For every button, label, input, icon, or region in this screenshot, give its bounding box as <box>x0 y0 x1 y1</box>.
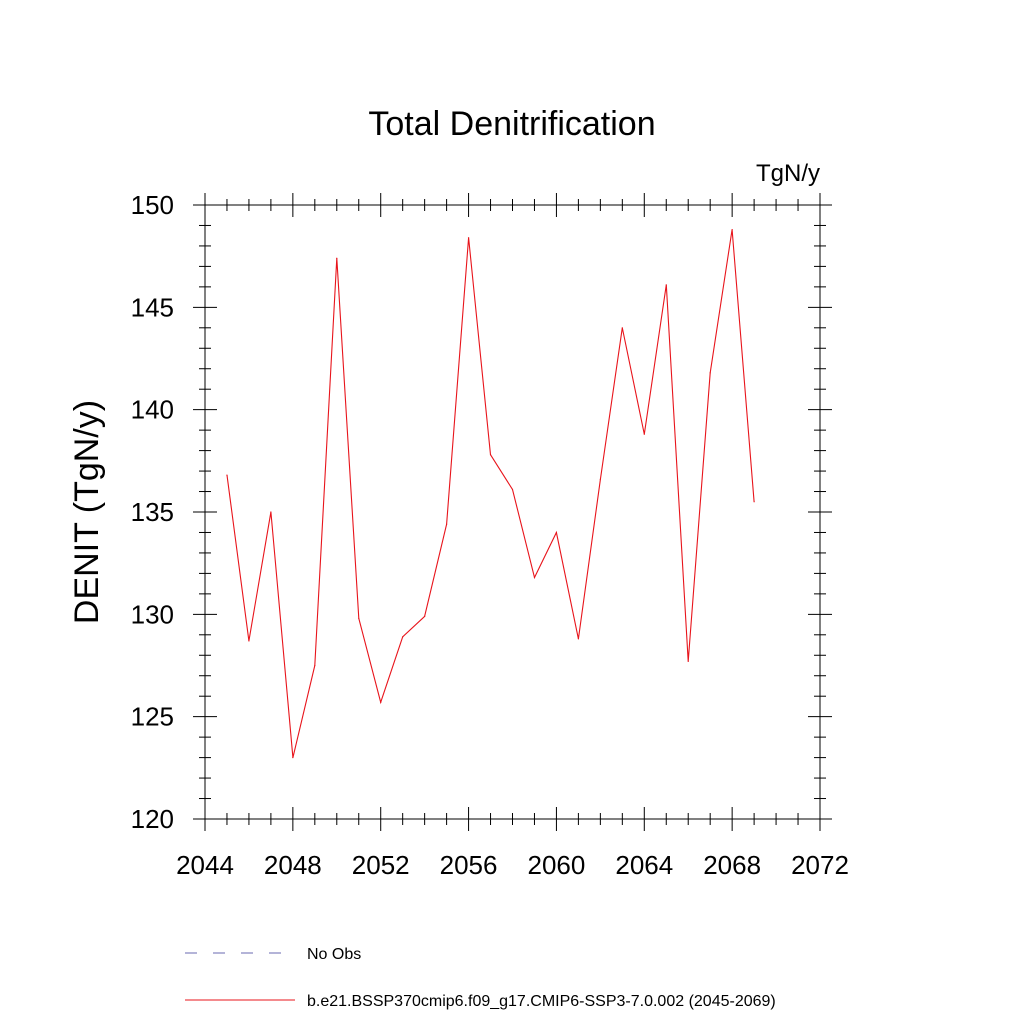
y-tick-label: 125 <box>131 702 174 732</box>
data-point <box>533 576 536 579</box>
data-point <box>226 474 228 476</box>
y-tick-label: 135 <box>131 497 174 527</box>
data-point <box>577 638 579 640</box>
data-point <box>753 501 755 503</box>
y-tick-label: 150 <box>131 190 174 220</box>
series-line <box>226 229 755 758</box>
x-tick-label: 2056 <box>440 850 498 880</box>
data-point <box>402 636 404 638</box>
data-point <box>424 615 426 617</box>
x-tick-label: 2052 <box>352 850 410 880</box>
data-point <box>358 617 360 620</box>
data-point <box>489 454 492 456</box>
x-tick-label: 2072 <box>791 850 849 880</box>
data-point <box>446 523 448 525</box>
data-point <box>621 327 623 329</box>
data-point <box>555 531 558 534</box>
data-point <box>336 257 338 259</box>
data-point <box>731 228 733 231</box>
x-tick-label: 2060 <box>528 850 586 880</box>
data-point <box>599 478 601 480</box>
data-point <box>665 284 667 286</box>
y-tick-label: 140 <box>131 395 174 425</box>
x-tick-label: 2068 <box>703 850 761 880</box>
data-point <box>467 237 470 239</box>
chart-title: Total Denitrification <box>368 105 655 143</box>
legend: No Obs b.e21.BSSP370cmip6.f09_g17.CMIP6-S… <box>185 946 776 1010</box>
x-tick-label: 2064 <box>615 850 673 880</box>
data-point <box>380 701 382 703</box>
x-tick-label: 2048 <box>264 850 322 880</box>
y-tick-label: 145 <box>131 292 174 322</box>
y-tick-label: 130 <box>131 599 174 629</box>
series-layer <box>226 228 755 759</box>
data-point <box>709 372 711 374</box>
data-point <box>270 511 272 513</box>
data-point <box>292 757 294 759</box>
axis-tick-labels: 2044 2048 2052 2056 2060 2064 2068 2072 120 125 13… <box>131 190 849 880</box>
x-tick-label: 2044 <box>176 850 234 880</box>
axis-ticks <box>193 193 832 831</box>
data-point <box>248 640 250 642</box>
legend-label: No Obs <box>307 946 361 963</box>
y-axis-label: DENIT (TgN/y) <box>68 400 106 624</box>
data-point <box>643 433 645 435</box>
units-label: TgN/y <box>756 160 820 187</box>
data-point <box>511 488 514 491</box>
plot-frame <box>204 204 821 820</box>
data-point <box>314 664 316 667</box>
y-tick-label: 120 <box>131 804 174 834</box>
data-point <box>687 660 689 663</box>
legend-label: b.e21.BSSP370cmip6.f09_g17.CMIP6-SSP3-7.… <box>307 993 776 1010</box>
